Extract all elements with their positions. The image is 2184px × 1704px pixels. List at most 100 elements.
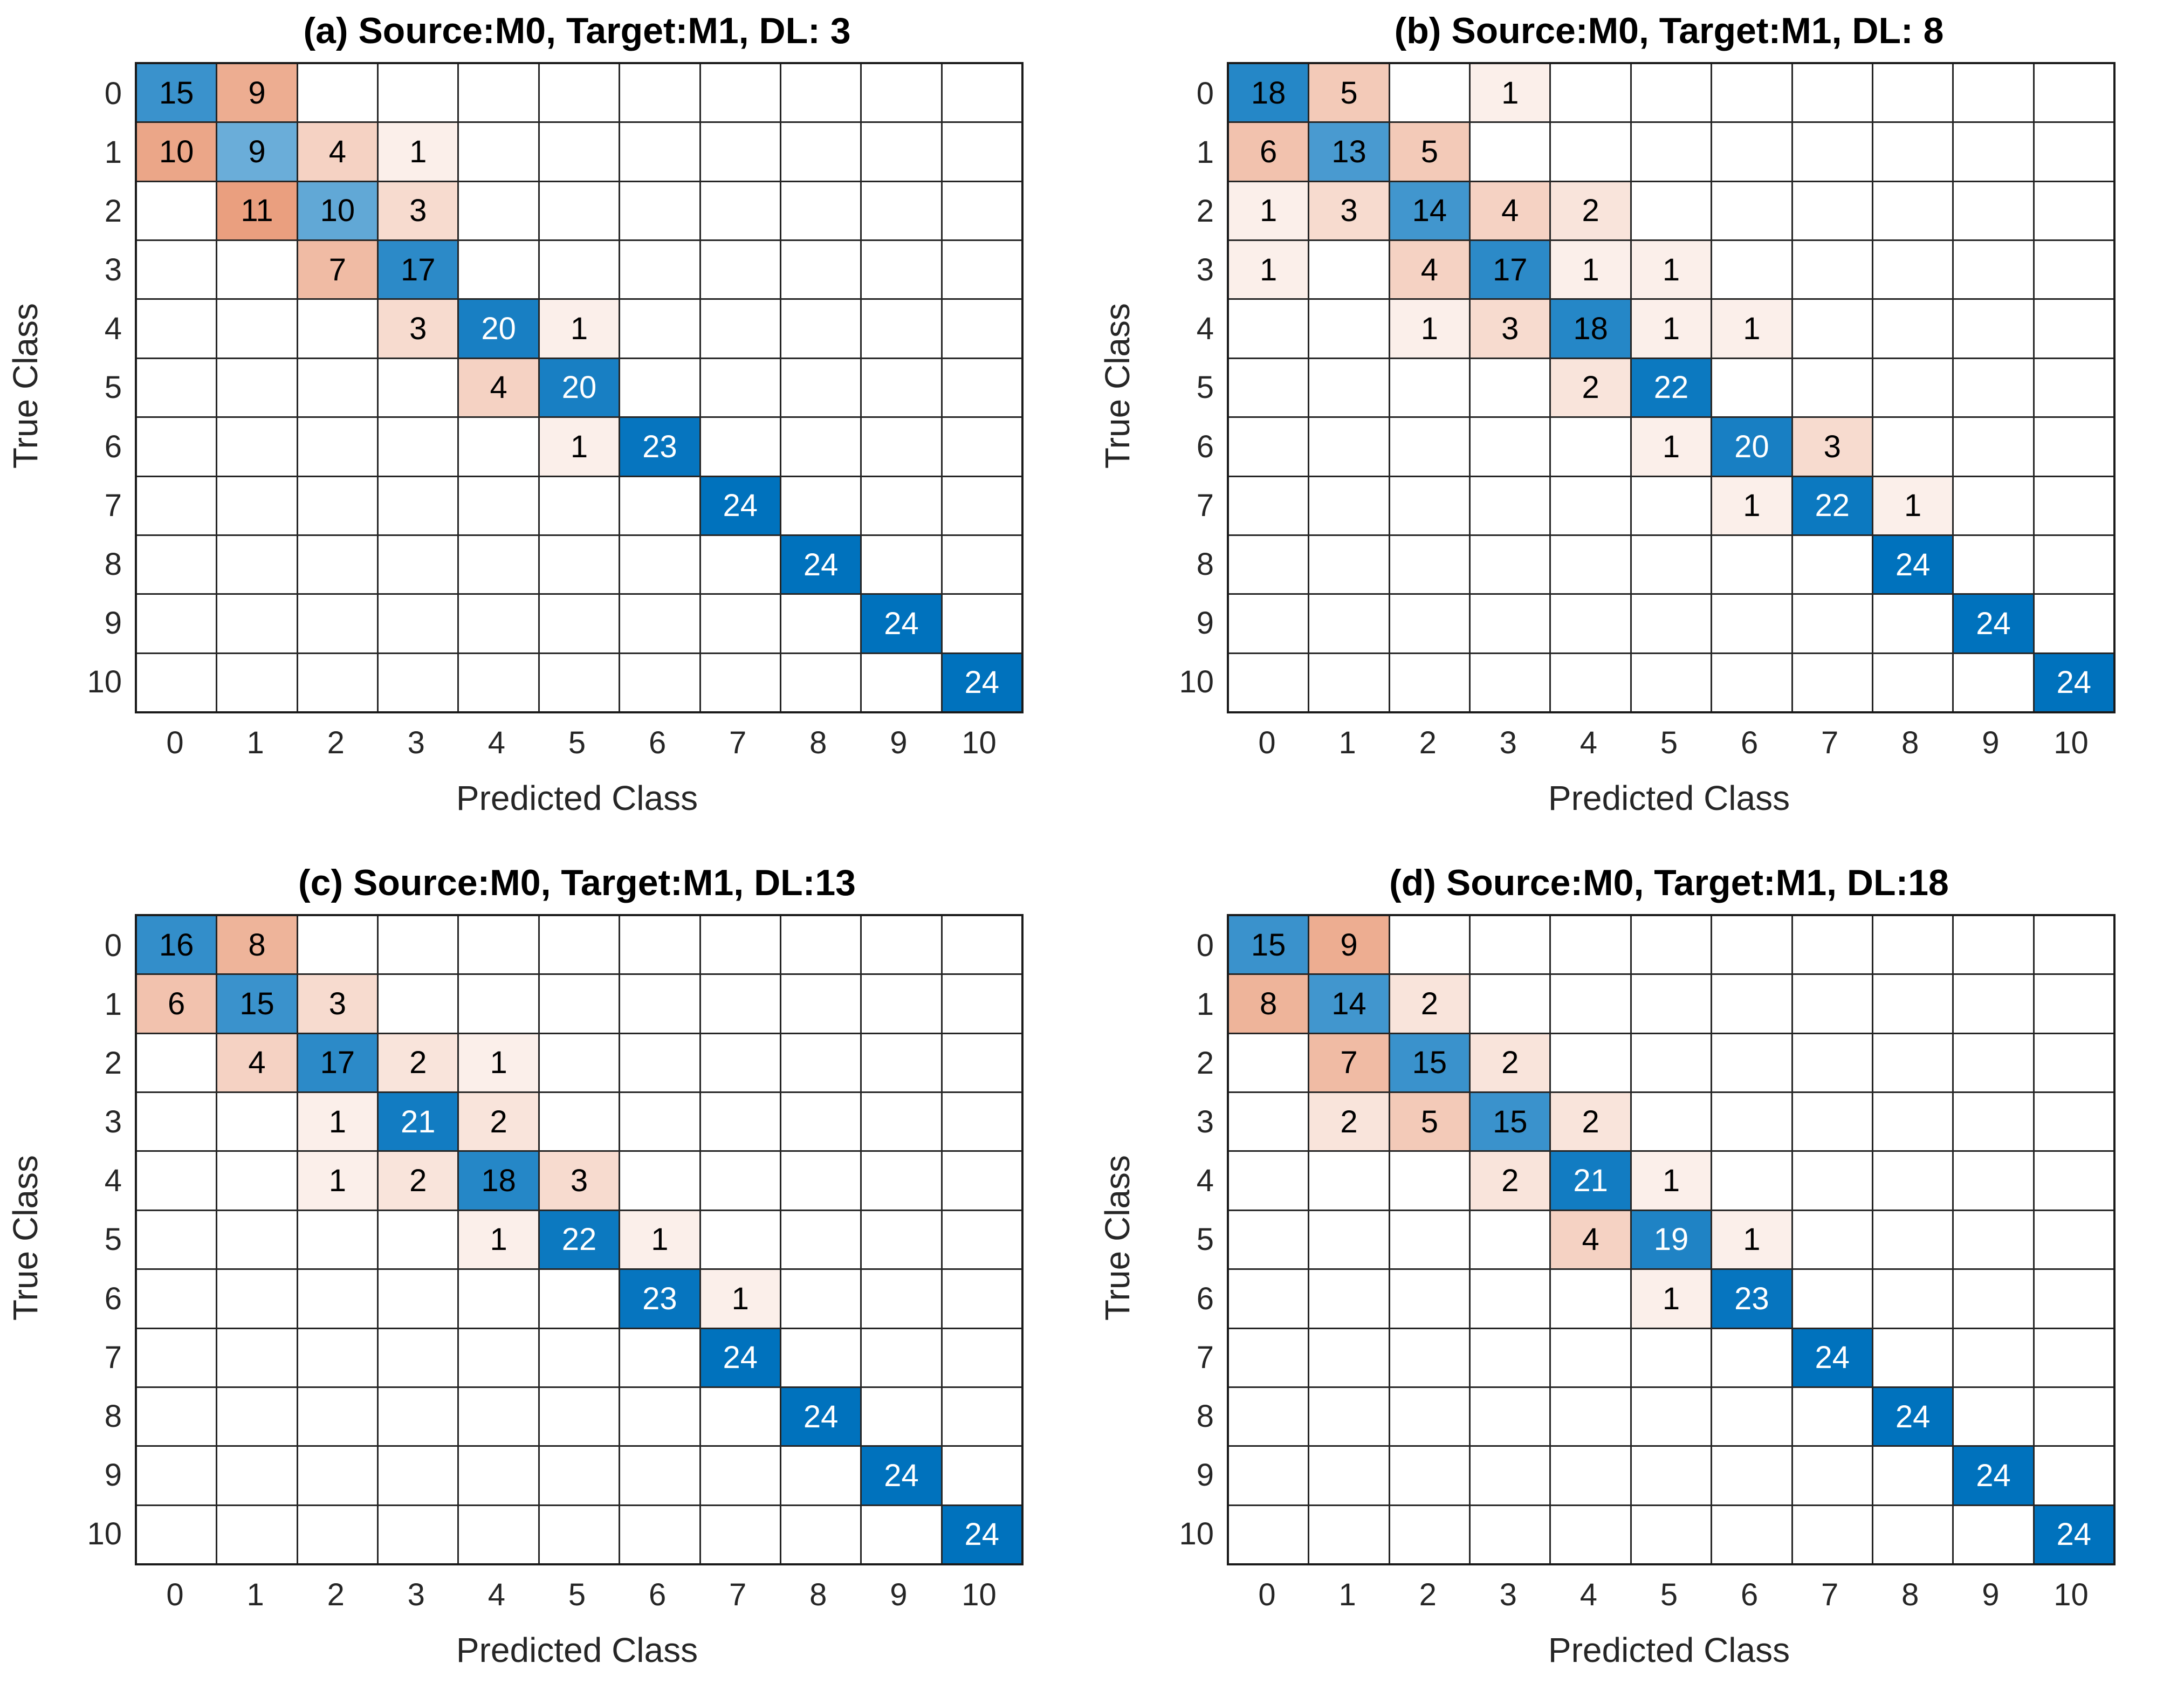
cell-true4-pred3: 3: [1471, 300, 1550, 358]
cell-true1-pred3: [379, 975, 458, 1033]
y-axis-label: True Class: [6, 303, 45, 469]
cell-true6-pred8: [1873, 1270, 1953, 1328]
cell-true6-pred7: 1: [700, 1270, 780, 1328]
cell-true1-pred6: [1712, 123, 1791, 181]
cell-true9-pred7: [1792, 595, 1872, 652]
cell-true8-pred5: [539, 535, 619, 594]
y-axis-label: True Class: [1098, 1155, 1137, 1321]
x-axis-ticks: 0 1 2 3 4 5 6 7 8 9 10: [1227, 721, 2111, 764]
cell-true9-pred8: [781, 595, 861, 652]
cell-true9-pred10: [2034, 595, 2113, 652]
cell-true0-pred7: [1792, 916, 1872, 974]
cell-true1-pred7: [1792, 123, 1872, 181]
cell-true1-pred3: 1: [379, 123, 458, 181]
cell-true2-pred8: [781, 1034, 861, 1092]
cell-true6-pred4: [1551, 418, 1630, 476]
cell-true8-pred3: [1471, 535, 1550, 594]
cell-true3-pred4: [459, 241, 538, 299]
x-tick-label: 3: [407, 1577, 425, 1612]
cell-true1-pred2: 4: [298, 123, 377, 181]
cell-true10-pred4: [459, 1506, 538, 1563]
cell-true0-pred2: [298, 64, 377, 122]
cell-true8-pred10: [2034, 535, 2113, 594]
y-tick-label: 10: [1179, 664, 1214, 699]
cell-true3-pred6: [620, 241, 699, 299]
cell-true2-pred0: [137, 182, 216, 240]
cell-true9-pred9: 24: [1954, 595, 2033, 652]
cell-true8-pred3: [379, 535, 458, 594]
cell-true8-pred4: [1551, 1387, 1630, 1446]
cell-true7-pred6: [620, 477, 699, 534]
cell-true1-pred6: [620, 975, 699, 1033]
panel-a: (a) Source:M0, Target:M1, DL: 3 True Cla…: [0, 0, 1092, 852]
cell-true2-pred2: 15: [1390, 1034, 1469, 1092]
cell-true5-pred4: 4: [459, 359, 538, 417]
cell-true1-pred8: [781, 975, 861, 1033]
y-tick-label: 4: [1196, 311, 1214, 347]
y-tick-label: 5: [104, 370, 122, 406]
y-tick-label: 2: [1196, 1046, 1214, 1081]
x-tick-label: 2: [1419, 725, 1437, 760]
cell-true10-pred6: [1712, 654, 1791, 711]
y-tick-label: 0: [104, 76, 122, 112]
cell-true8-pred1: [217, 1387, 297, 1446]
cell-true9-pred6: [1712, 595, 1791, 652]
cell-true2-pred7: [700, 1034, 780, 1092]
cell-true9-pred5: [1631, 1447, 1711, 1504]
cell-true8-pred4: [1551, 535, 1630, 594]
x-tick-label: 4: [1579, 725, 1598, 760]
cell-true0-pred3: [379, 64, 458, 122]
cell-true10-pred7: [700, 1506, 780, 1563]
cell-true2-pred3: 2: [379, 1034, 458, 1092]
cell-true10-pred1: [1309, 1506, 1389, 1563]
cell-true9-pred1: [217, 1447, 297, 1504]
y-tick-label: 9: [104, 605, 122, 641]
cell-true5-pred2: [298, 359, 377, 417]
cell-true7-pred5: [1631, 1329, 1711, 1386]
cell-true1-pred4: [1551, 975, 1630, 1033]
cell-true0-pred6: [620, 916, 699, 974]
cell-true2-pred2: 10: [298, 182, 377, 240]
cell-true10-pred3: [379, 654, 458, 711]
cell-true1-pred7: [700, 123, 780, 181]
x-tick-label: 2: [327, 725, 345, 760]
cell-true5-pred7: [1792, 359, 1872, 417]
cell-true5-pred1: [217, 1211, 297, 1269]
cell-true4-pred6: [1712, 1152, 1791, 1210]
y-tick-label: 6: [1196, 1281, 1214, 1316]
cell-true6-pred0: [137, 1270, 216, 1328]
cell-true9-pred6: [620, 595, 699, 652]
cell-true8-pred8: 24: [1873, 1387, 1953, 1446]
cell-true4-pred3: 3: [379, 300, 458, 358]
cell-true8-pred10: [2034, 1387, 2113, 1446]
cell-true9-pred10: [942, 1447, 1021, 1504]
cell-true2-pred10: [2034, 182, 2113, 240]
x-tick-label: 4: [1579, 1577, 1598, 1612]
cell-true4-pred8: [1873, 300, 1953, 358]
x-tick-label: 1: [246, 725, 264, 760]
cell-true5-pred2: [298, 1211, 377, 1269]
cell-true6-pred5: [539, 1270, 619, 1328]
x-tick-label: 7: [729, 1577, 747, 1612]
cell-true1-pred1: 9: [217, 123, 297, 181]
panel-b: (b) Source:M0, Target:M1, DL: 8 True Cla…: [1092, 0, 2184, 852]
cell-true0-pred8: [781, 916, 861, 974]
cell-true10-pred9: [862, 654, 941, 711]
cell-true2-pred0: [137, 1034, 216, 1092]
cell-true5-pred10: [2034, 1211, 2113, 1269]
cell-true4-pred8: [781, 300, 861, 358]
y-tick-label: 4: [1196, 1163, 1214, 1199]
cell-true0-pred2: [1390, 64, 1469, 122]
cell-true8-pred8: 24: [781, 1387, 861, 1446]
y-tick-label: 2: [104, 194, 122, 229]
y-tick-label: 0: [1196, 928, 1214, 964]
cell-true0-pred5: [539, 64, 619, 122]
cell-true7-pred1: [1309, 1329, 1389, 1386]
cell-true0-pred8: [1873, 916, 1953, 974]
y-tick-label: 7: [1196, 1339, 1214, 1375]
cell-true5-pred6: [1712, 359, 1791, 417]
cell-true9-pred1: [1309, 1447, 1389, 1504]
cell-true10-pred0: [1229, 1506, 1308, 1563]
cell-true0-pred5: [539, 916, 619, 974]
